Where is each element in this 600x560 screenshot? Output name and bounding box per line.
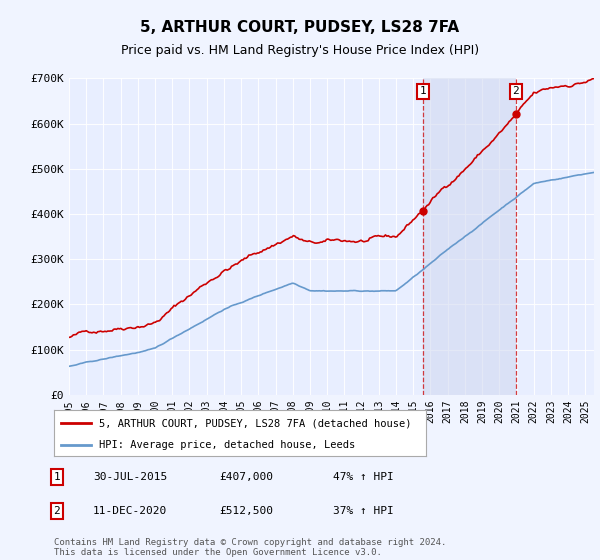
Text: 11-DEC-2020: 11-DEC-2020	[93, 506, 167, 516]
Text: 5, ARTHUR COURT, PUDSEY, LS28 7FA (detached house): 5, ARTHUR COURT, PUDSEY, LS28 7FA (detac…	[98, 418, 411, 428]
Text: 1: 1	[420, 86, 427, 96]
Text: 5, ARTHUR COURT, PUDSEY, LS28 7FA: 5, ARTHUR COURT, PUDSEY, LS28 7FA	[140, 20, 460, 35]
Text: 2: 2	[512, 86, 519, 96]
Text: HPI: Average price, detached house, Leeds: HPI: Average price, detached house, Leed…	[98, 440, 355, 450]
Text: 30-JUL-2015: 30-JUL-2015	[93, 472, 167, 482]
Text: £407,000: £407,000	[219, 472, 273, 482]
Text: 47% ↑ HPI: 47% ↑ HPI	[333, 472, 394, 482]
Bar	[423, 78, 515, 395]
Text: Price paid vs. HM Land Registry's House Price Index (HPI): Price paid vs. HM Land Registry's House …	[121, 44, 479, 57]
Text: 37% ↑ HPI: 37% ↑ HPI	[333, 506, 394, 516]
Text: 2: 2	[53, 506, 61, 516]
Text: Contains HM Land Registry data © Crown copyright and database right 2024.
This d: Contains HM Land Registry data © Crown c…	[54, 538, 446, 557]
Text: £512,500: £512,500	[219, 506, 273, 516]
Text: 1: 1	[53, 472, 61, 482]
